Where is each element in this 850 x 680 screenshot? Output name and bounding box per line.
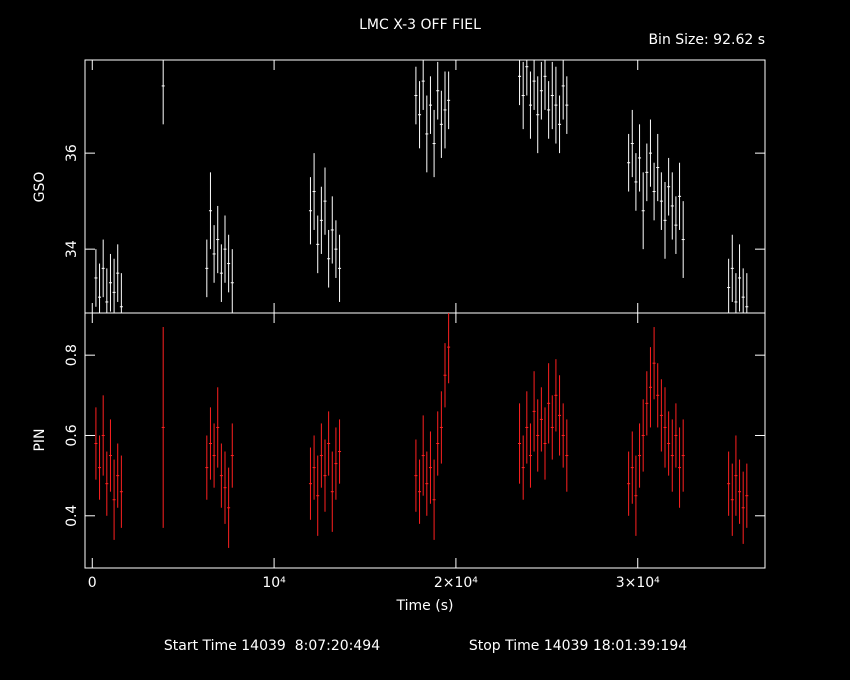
- y-tick-label: 36: [64, 144, 80, 162]
- chart-title: LMC X-3 OFF FIEL: [359, 17, 481, 33]
- y-tick-label: 34: [64, 240, 80, 258]
- x-tick-label: 3×10⁴: [616, 575, 660, 591]
- y-tick-label: 0.6: [64, 424, 80, 446]
- data-layer: [94, 313, 749, 548]
- stop-time: Stop Time 14039 18:01:39:194: [469, 638, 687, 654]
- start-time: Start Time 14039 8:07:20:494: [164, 638, 380, 654]
- y-axis-label: PIN: [32, 428, 48, 451]
- x-tick-label: 10⁴: [262, 575, 286, 591]
- data-layer: [94, 60, 749, 313]
- y-axis-label: GSO: [32, 172, 48, 203]
- bin-size: Bin Size: 92.62 s: [648, 32, 765, 48]
- y-tick-label: 0.8: [64, 344, 80, 366]
- panel-frame: [84, 312, 766, 569]
- x-tick-label: 2×10⁴: [434, 575, 478, 591]
- x-tick-label: 0: [88, 575, 97, 591]
- x-axis-label: Time (s): [396, 598, 454, 614]
- y-tick-label: 0.4: [64, 505, 80, 527]
- panel-frame: [84, 59, 766, 314]
